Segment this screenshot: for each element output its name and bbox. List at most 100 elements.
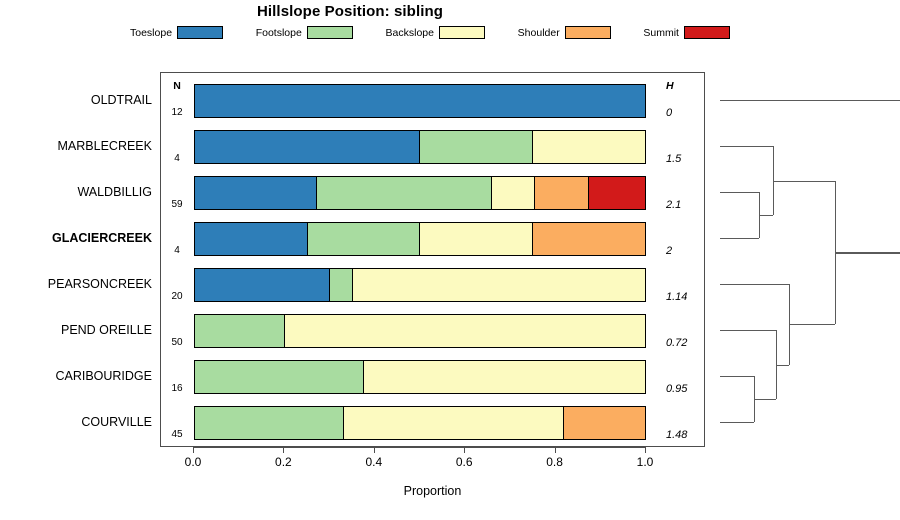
legend-item-shoulder: Shoulder bbox=[518, 26, 611, 39]
dendrogram-branch bbox=[720, 330, 776, 332]
h-value: 0.72 bbox=[666, 337, 688, 349]
x-tick bbox=[283, 447, 285, 453]
x-tick bbox=[645, 447, 646, 453]
n-value: 4 bbox=[174, 153, 180, 164]
dendrogram-branch bbox=[776, 364, 789, 366]
x-tick-label: 0.4 bbox=[365, 455, 383, 469]
bar-segment-toeslope bbox=[195, 131, 420, 163]
dendrogram-branch bbox=[720, 376, 754, 378]
dendrogram-branch bbox=[720, 100, 900, 102]
legend: Toeslope Footslope Backslope Shoulder Summit bbox=[130, 26, 730, 39]
bar-segment-backslope bbox=[363, 361, 645, 393]
x-tick bbox=[464, 447, 466, 453]
x-tick-label: 0.8 bbox=[546, 455, 563, 469]
bar-segment-footslope bbox=[330, 269, 353, 301]
n-value: 20 bbox=[171, 291, 183, 302]
legend-label: Summit bbox=[643, 26, 679, 39]
dendrogram bbox=[700, 72, 900, 447]
x-tick-label: 0.0 bbox=[184, 455, 202, 469]
x-axis: 0.0 0.2 0.4 0.6 0.8 1.0 bbox=[160, 447, 705, 477]
bar-segment-toeslope bbox=[195, 269, 330, 301]
bar-segment-footslope bbox=[316, 177, 492, 209]
category-axis-labels: OLDTRAIL MARBLECREEK WALDBILLIG GLACIERCREE… bbox=[0, 72, 156, 447]
bar-segment-footslope bbox=[195, 315, 285, 347]
bar-row bbox=[194, 360, 646, 394]
legend-label: Toeslope bbox=[130, 26, 173, 39]
category-label-marblecreek: MARBLECREEK bbox=[57, 139, 152, 153]
n-value: 45 bbox=[171, 429, 183, 440]
dendrogram-branch bbox=[720, 238, 759, 240]
h-value: 1.14 bbox=[666, 291, 688, 303]
category-label-glaciercreek: GLACIERCREEK bbox=[51, 231, 152, 245]
legend-label: Shoulder bbox=[517, 26, 560, 39]
category-label-pend-oreille: PEND OREILLE bbox=[60, 323, 152, 337]
bar-segment-shoulder bbox=[534, 177, 589, 209]
h-column: H 0 1.5 2.1 2 1.14 0.72 0.95 1.48 bbox=[666, 72, 708, 447]
dendrogram-branch bbox=[773, 180, 835, 182]
x-tick bbox=[554, 447, 556, 453]
bar-segment-toeslope bbox=[195, 85, 645, 117]
bar-row bbox=[194, 222, 646, 256]
dendrogram-branch bbox=[720, 192, 759, 194]
n-value: 59 bbox=[171, 199, 183, 210]
x-tick-label: 0.2 bbox=[275, 455, 292, 469]
h-column-header: H bbox=[666, 80, 674, 92]
dendrogram-branch bbox=[759, 215, 773, 217]
n-column: N 12 4 59 4 20 50 16 45 bbox=[162, 72, 194, 447]
h-value: 0 bbox=[666, 107, 673, 119]
legend-item-summit: Summit bbox=[643, 26, 730, 39]
category-label-waldbillig: WALDBILLIG bbox=[77, 185, 152, 199]
dendrogram-branch bbox=[720, 422, 754, 424]
legend-item-toeslope: Toeslope bbox=[130, 26, 224, 39]
dendrogram-branch bbox=[789, 324, 835, 326]
legend-swatch-summit bbox=[683, 26, 730, 39]
bar-segment-footslope bbox=[195, 361, 364, 393]
category-label-pearsoncreek: PEARSONCREEK bbox=[47, 277, 152, 291]
h-value: 1.5 bbox=[666, 153, 682, 165]
bar-segment-backslope bbox=[343, 407, 564, 439]
n-value: 4 bbox=[174, 245, 180, 256]
page-title: Hillslope Position: sibling bbox=[256, 3, 444, 20]
dendrogram-branch bbox=[835, 252, 900, 254]
legend-item-footslope: Footslope bbox=[256, 26, 353, 39]
category-label-caribouridge: CARIBOURIDGE bbox=[55, 369, 152, 383]
plot-panel bbox=[160, 72, 705, 447]
dendrogram-branch bbox=[720, 284, 789, 286]
bar-segment-footslope bbox=[307, 223, 420, 255]
bar-segment-footslope bbox=[195, 407, 344, 439]
dendrogram-branch bbox=[720, 146, 773, 148]
category-label-courville: COURVILLE bbox=[81, 415, 152, 429]
bar-row bbox=[194, 406, 646, 440]
bar-segment-summit bbox=[588, 177, 645, 209]
x-tick-label: 0.6 bbox=[455, 455, 473, 469]
bar-segment-backslope bbox=[532, 131, 645, 163]
bar-row bbox=[194, 268, 646, 302]
bar-segment-backslope bbox=[352, 269, 645, 301]
legend-item-backslope: Backslope bbox=[386, 26, 485, 39]
category-label-oldtrail: OLDTRAIL bbox=[90, 93, 152, 107]
bar-segment-shoulder bbox=[532, 223, 645, 255]
bar-row bbox=[194, 84, 646, 118]
x-tick bbox=[193, 447, 194, 453]
bar-row bbox=[194, 314, 646, 348]
bar-segment-toeslope bbox=[195, 177, 317, 209]
x-tick-label: 1.0 bbox=[636, 455, 654, 469]
h-value: 1.48 bbox=[666, 429, 688, 441]
dendrogram-branch bbox=[754, 399, 776, 401]
bar-segment-backslope bbox=[285, 315, 645, 347]
n-value: 50 bbox=[171, 337, 183, 348]
legend-swatch-footslope bbox=[306, 26, 353, 39]
bar-segment-shoulder bbox=[564, 407, 645, 439]
n-value: 16 bbox=[171, 383, 183, 394]
x-tick bbox=[373, 447, 375, 453]
legend-swatch-shoulder bbox=[564, 26, 611, 39]
legend-label: Backslope bbox=[385, 26, 434, 39]
bar-segment-backslope bbox=[420, 223, 533, 255]
legend-swatch-toeslope bbox=[177, 26, 224, 39]
h-value: 0.95 bbox=[666, 383, 688, 395]
n-column-header: N bbox=[173, 80, 181, 92]
n-value: 12 bbox=[171, 107, 183, 118]
bar-row bbox=[194, 176, 646, 210]
legend-swatch-backslope bbox=[438, 26, 485, 39]
